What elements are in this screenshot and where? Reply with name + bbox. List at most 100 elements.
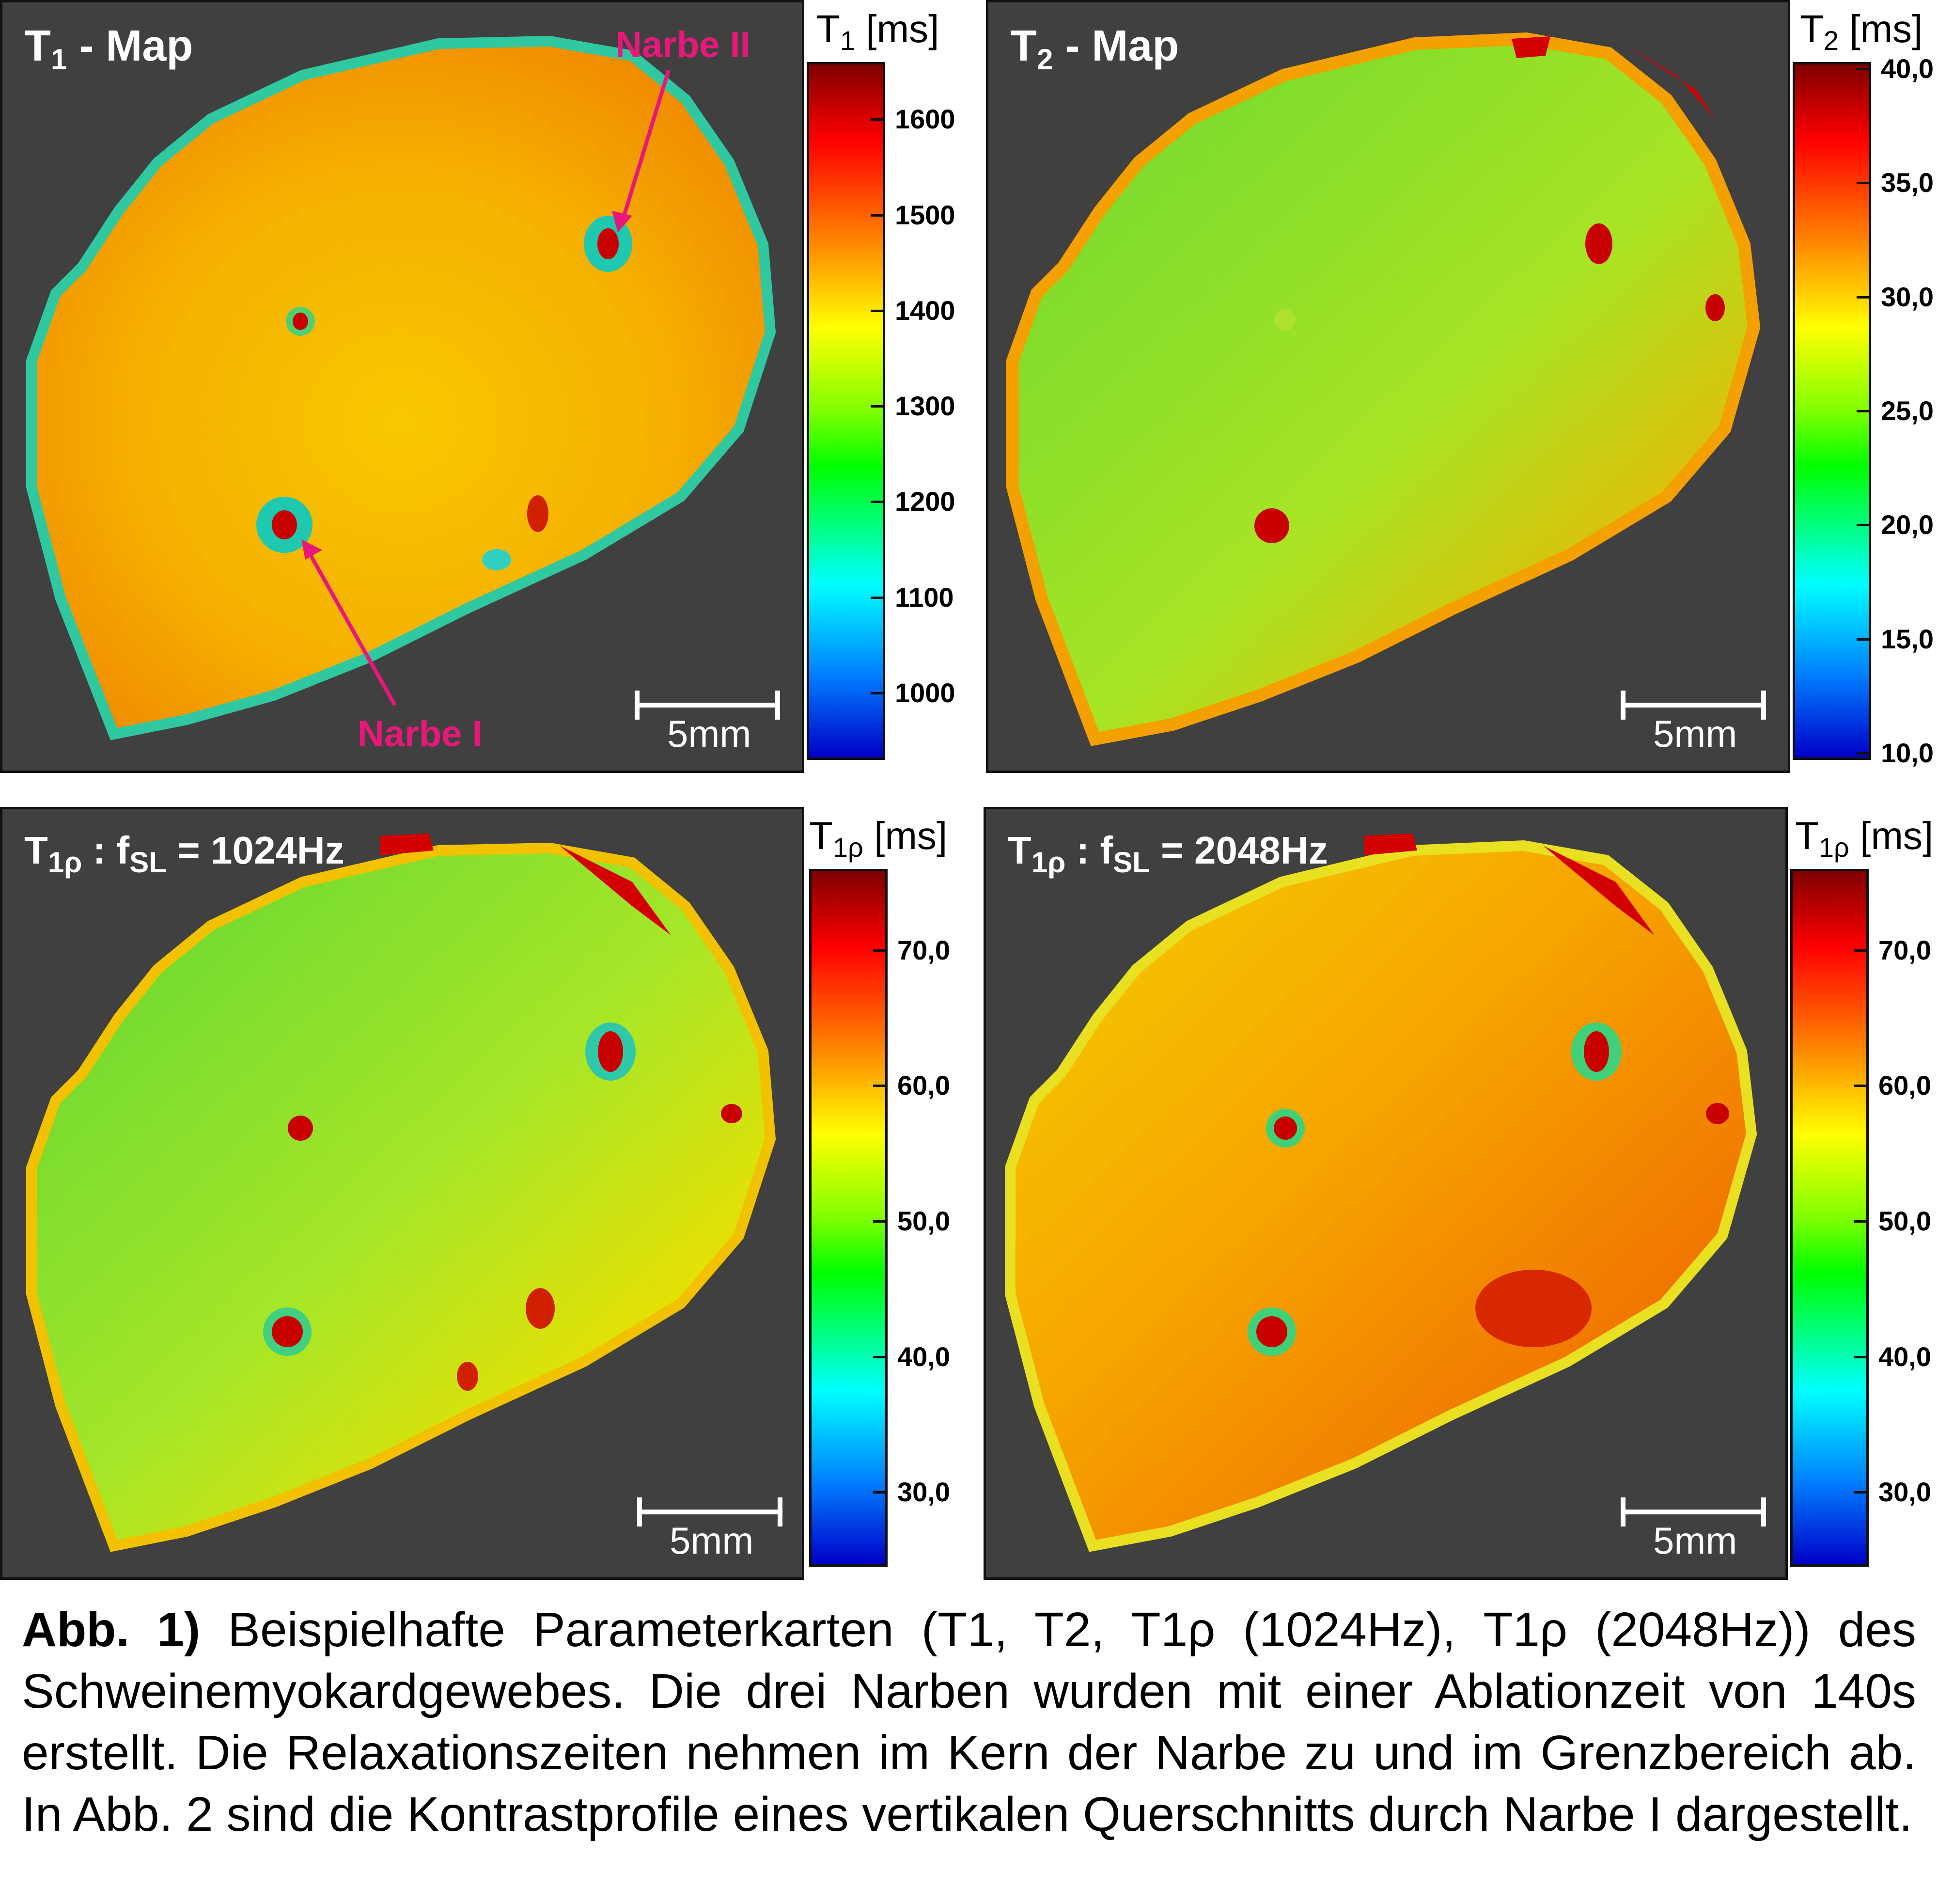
t1-tissue-outline (26, 35, 776, 740)
colorbar-tick-label: 20,0 (1881, 509, 1934, 540)
colorbar-tick (1854, 1491, 1869, 1494)
colorbar-tick-label: 1600 (895, 104, 955, 135)
colorbar-tick-label: 70,0 (1878, 934, 1931, 965)
colorbar-tick-label: 40,0 (1878, 1341, 1931, 1372)
colorbar-tick (871, 214, 885, 217)
colorbar-tick (871, 118, 885, 121)
small-scar (1705, 294, 1725, 321)
colorbar-tick (873, 1491, 888, 1494)
arrow-head-narbe-i (301, 539, 322, 560)
label-narbe-i: Narbe I (358, 713, 483, 755)
scar-iii-core (293, 313, 308, 330)
scar-iii-core (288, 1116, 313, 1141)
scar-ii-core (1585, 223, 1612, 264)
t1rho-1024-colorbar-title: T1ρ [ms] (809, 814, 948, 863)
colorbar-tick (871, 501, 885, 504)
scar-ii-core (1584, 1031, 1609, 1072)
t2-tissue-outline (1006, 32, 1761, 746)
colorbar-tick (1857, 296, 1871, 299)
t1rho-2048-tissue-figure (1005, 834, 1766, 1552)
t1rho-1024-tissue-outline (26, 842, 776, 1552)
scar-i-core (1256, 1316, 1287, 1347)
t2-edge-red (1512, 36, 1550, 58)
colorbar-tick-label: 30,0 (1878, 1477, 1931, 1508)
t2-colorbar-title: T2 [ms] (1800, 7, 1923, 56)
scale-bar-label: 5mm (1653, 1519, 1737, 1562)
colorbar-tick (1854, 949, 1869, 952)
colorbar-tick-label: 30,0 (897, 1477, 950, 1508)
colorbar-tick (1854, 1355, 1869, 1358)
scar-i-core (272, 1316, 303, 1347)
colorbar-tick-label: 30,0 (1881, 281, 1934, 312)
colorbar-tick (871, 405, 885, 408)
t1-map-title: T1 - Map (24, 22, 193, 76)
edge-red (1543, 846, 1655, 935)
scar-iii-core (1274, 1117, 1297, 1140)
colorbar-tick-label: 1400 (895, 295, 955, 326)
colorbar-tick (873, 1085, 888, 1087)
t1rho-2048-map-title: T1ρ : fSL = 2048Hz (1008, 829, 1328, 879)
colorbar-tick-label: 1300 (895, 391, 955, 422)
t1rho-1024-map-title: T1ρ : fSL = 1024Hz (24, 829, 344, 879)
arrow-head-narbe-ii (612, 211, 632, 233)
t1rho-2048-colorbar (1790, 869, 1869, 1567)
t1-colorbar (807, 62, 885, 760)
small-scar (526, 1288, 555, 1329)
label-narbe-ii: Narbe II (615, 24, 750, 65)
scar-ii-core (597, 228, 619, 259)
small-scar (1706, 1103, 1729, 1124)
colorbar-tick-label: 35,0 (1881, 167, 1934, 198)
small-scar (527, 495, 548, 532)
scar-i-core (272, 510, 297, 539)
colorbar-tick (1857, 524, 1871, 527)
figure-caption: Abb. 1) Beispielhafte Parameterkarten (T… (22, 1599, 1916, 1845)
colorbar-tick (871, 692, 885, 694)
t2-map-title: T2 - Map (1010, 22, 1179, 76)
t1rho-2048-tissue-outline (1005, 840, 1757, 1552)
colorbar-tick-label: 40,0 (897, 1341, 950, 1372)
t2-map-image: T2 - Map 5mm (986, 0, 1790, 773)
colorbar-tick (1857, 752, 1871, 755)
colorbar-tick-label: 70,0 (897, 934, 950, 965)
small-scar (482, 549, 511, 570)
t1rho-2048-colorbar-title: T1ρ [ms] (1795, 814, 1934, 863)
colorbar-tick (871, 596, 885, 599)
colorbar-tick (1854, 1085, 1869, 1087)
edge-red (380, 834, 434, 855)
scale-bar-label: 5mm (667, 712, 751, 755)
small-scar (721, 1104, 742, 1123)
colorbar-tick-label: 10,0 (1881, 737, 1934, 768)
t1-map-image: T1 - Map Narbe II Narbe I 5mm (0, 0, 804, 773)
scar-ii-core (598, 1031, 623, 1072)
t1rho-1024-map-image: T1ρ : fSL = 1024Hz 5mm (0, 807, 804, 1580)
colorbar-tick (1857, 410, 1871, 412)
colorbar-tick-label: 50,0 (1878, 1205, 1931, 1236)
colorbar-tick (1854, 1220, 1869, 1223)
caption-text: Beispielhafte Parameterkarten (T1, T2, T… (22, 1603, 1916, 1841)
colorbar-tick-label: 1000 (895, 677, 955, 708)
small-scar (457, 1362, 478, 1391)
colorbar-tick-label: 25,0 (1881, 395, 1934, 426)
colorbar-tick (873, 1355, 888, 1358)
t1rho-1024-colorbar (809, 869, 888, 1567)
t1-colorbar-title: T1 [ms] (816, 7, 939, 56)
edge-red (1364, 834, 1417, 855)
arrow-narbe-ii (621, 69, 671, 221)
t1rho-1024-tissue-figure (26, 834, 782, 1552)
scar-iii (1274, 309, 1296, 330)
caption-label: Abb. 1) (22, 1603, 201, 1657)
t1rho-2048-map-image: T1ρ : fSL = 2048Hz 5mm (984, 807, 1788, 1580)
colorbar-tick-label: 15,0 (1881, 623, 1934, 654)
colorbar-tick-label: 1500 (895, 199, 955, 230)
scale-bar-label: 5mm (670, 1519, 754, 1562)
scale-bar-label: 5mm (1653, 712, 1737, 755)
edge-red (560, 846, 671, 935)
dark-region (1475, 1270, 1592, 1347)
colorbar-tick-label: 40,0 (1881, 53, 1934, 84)
colorbar-tick-label: 1100 (895, 582, 954, 613)
colorbar-tick (873, 949, 888, 952)
colorbar-tick (1857, 638, 1871, 641)
colorbar-tick (871, 309, 885, 312)
colorbar-tick (873, 1220, 888, 1223)
colorbar-tick-label: 60,0 (1878, 1070, 1931, 1101)
